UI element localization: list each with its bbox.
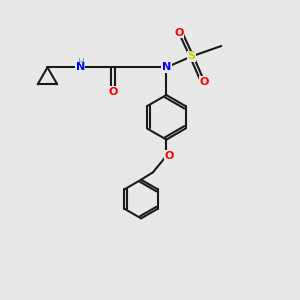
Text: O: O <box>108 87 118 97</box>
Text: N: N <box>162 62 171 72</box>
Text: N: N <box>76 62 85 72</box>
Text: H: H <box>77 58 83 67</box>
Text: O: O <box>165 151 174 161</box>
Text: O: O <box>174 28 184 38</box>
Text: S: S <box>188 51 196 62</box>
Text: O: O <box>200 76 209 87</box>
